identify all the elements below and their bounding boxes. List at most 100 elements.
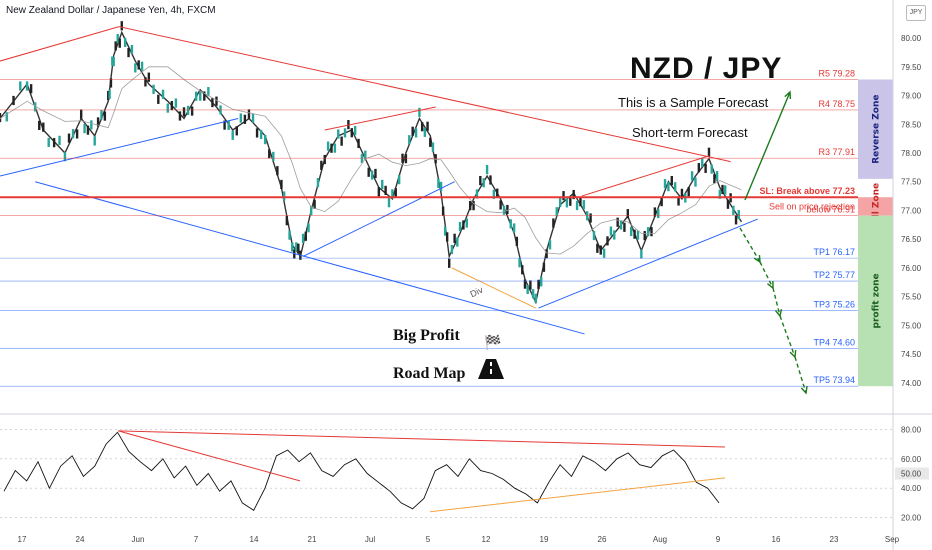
candle xyxy=(687,187,690,197)
candle xyxy=(0,112,2,123)
candle xyxy=(626,209,630,219)
candle xyxy=(316,178,320,188)
candle xyxy=(116,33,119,44)
candle xyxy=(174,98,178,108)
candle xyxy=(472,201,475,211)
candle xyxy=(90,120,93,130)
price-tick-label: 74.50 xyxy=(901,350,922,359)
candle xyxy=(259,129,263,140)
price-tick-label: 77.00 xyxy=(901,206,922,215)
candle xyxy=(295,242,298,252)
zone-label: Sell Zone xyxy=(872,183,882,230)
rsi-tick-label: 80.00 xyxy=(901,425,922,434)
candle xyxy=(734,215,738,225)
candle xyxy=(548,240,552,250)
time-tick-label: 26 xyxy=(598,535,607,544)
candle xyxy=(673,182,677,192)
candle xyxy=(307,223,310,233)
candle xyxy=(633,229,636,239)
candle xyxy=(414,128,418,138)
candle xyxy=(333,143,337,153)
forecast-arrow xyxy=(772,287,781,317)
candle xyxy=(572,189,575,200)
candle xyxy=(701,157,704,167)
candle xyxy=(707,147,711,157)
candle xyxy=(330,143,333,153)
candle xyxy=(323,154,326,165)
candle xyxy=(127,47,130,58)
time-tick-label: Sep xyxy=(885,535,900,544)
candle xyxy=(445,232,449,242)
forecast-arrow xyxy=(759,261,774,289)
price-level-label: TP3 75.26 xyxy=(813,299,855,309)
candle xyxy=(58,135,61,145)
candle xyxy=(313,199,316,209)
candle xyxy=(404,154,408,164)
candle xyxy=(726,199,730,209)
candle xyxy=(276,166,279,176)
chart-title: New Zealand Dollar / Japanese Yen, 4h, F… xyxy=(6,5,216,16)
candle xyxy=(569,196,572,206)
candle xyxy=(25,81,29,91)
candle xyxy=(340,136,343,146)
candle xyxy=(343,128,347,138)
candle xyxy=(170,100,174,111)
rsi-line xyxy=(3,431,720,511)
candle xyxy=(721,184,724,195)
candle xyxy=(29,84,33,94)
candle xyxy=(448,258,451,268)
candle xyxy=(434,154,437,164)
candle xyxy=(616,217,619,227)
price-tick-label: 76.00 xyxy=(901,264,922,273)
time-tick-label: Jul xyxy=(365,535,375,544)
candle xyxy=(431,142,435,152)
candle xyxy=(215,96,218,106)
candle xyxy=(223,120,226,130)
candle xyxy=(677,196,680,206)
candle xyxy=(52,138,56,148)
candle xyxy=(439,181,443,192)
candle xyxy=(291,242,294,252)
candle xyxy=(640,249,643,259)
candle xyxy=(350,128,353,138)
candle xyxy=(694,177,697,187)
candle xyxy=(239,113,243,123)
candle xyxy=(619,220,623,230)
candle xyxy=(357,138,360,149)
candle xyxy=(79,109,83,119)
candle xyxy=(515,236,519,246)
candle xyxy=(130,44,134,55)
candle xyxy=(732,205,735,215)
candle xyxy=(272,151,275,162)
currency-badge[interactable]: JPY xyxy=(906,5,926,21)
promo-big-profit: Big Profit xyxy=(393,327,460,344)
candle xyxy=(489,175,492,185)
price-level-label: Sell on price rejection xyxy=(769,202,855,212)
candle xyxy=(718,189,722,199)
candle xyxy=(47,137,50,147)
candle xyxy=(83,124,86,134)
price-tick-label: 76.50 xyxy=(901,235,922,244)
forecast-arrow xyxy=(779,315,796,358)
candle xyxy=(534,293,537,303)
forecast-subtitle: This is a Sample Forecast xyxy=(618,95,769,110)
candle xyxy=(456,237,459,247)
candle xyxy=(391,189,394,199)
candle xyxy=(418,107,421,117)
rsi-tick-label: 60.00 xyxy=(901,455,922,464)
candle xyxy=(12,95,15,106)
candle xyxy=(636,230,640,240)
candle xyxy=(737,209,740,220)
time-tick-label: 21 xyxy=(308,535,317,544)
candle xyxy=(562,191,565,201)
candle xyxy=(285,216,289,226)
candle xyxy=(663,179,667,189)
candle xyxy=(374,168,377,179)
candle xyxy=(152,84,155,94)
candle xyxy=(704,163,707,173)
candle xyxy=(602,248,606,258)
price-level-label: SL: Break above 77.23 xyxy=(759,186,855,196)
candle xyxy=(111,56,114,66)
candle xyxy=(458,221,462,232)
price-tick-label: 78.00 xyxy=(901,149,922,158)
